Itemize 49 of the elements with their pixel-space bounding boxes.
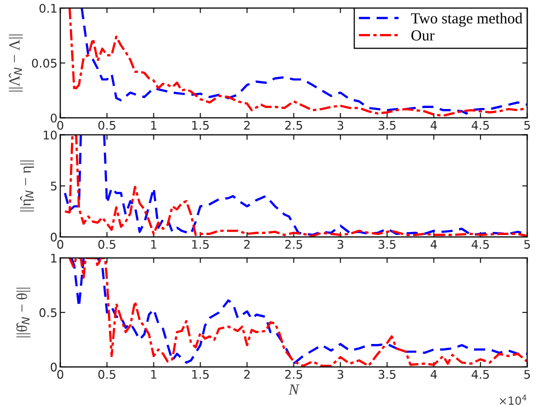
y-axis-title: ||η̂$_{N}$ − η|| [20, 160, 34, 212]
x-tick-label: 3 [338, 370, 344, 379]
x-tick-label: 0 [57, 120, 64, 130]
x-tick-label: 5 [524, 240, 530, 249]
x-tick-label: 1.5 [192, 370, 209, 379]
x-tick-label: 2 [244, 240, 250, 249]
x-tick-label: 5 [524, 120, 530, 130]
x-tick-label: 2 [244, 120, 250, 130]
text: ×10$^{4}$ [500, 394, 526, 405]
x-tick-label: 4 [430, 120, 437, 130]
y-axis-title: ||Λ̂$_{N}$ − Λ|| [8, 34, 23, 92]
x-axis-title: N [288, 384, 300, 395]
y-axis-title: ||θ̂$_{N}$ − θ|| [16, 288, 30, 338]
x-tick-label: 3.5 [378, 240, 396, 249]
x-tick-label: 1 [151, 370, 156, 379]
x-tick-label: 3.5 [378, 370, 396, 379]
x-tick-label: 1.5 [192, 120, 209, 130]
x-tick-label: 0 [57, 240, 64, 249]
y-tick-label: 0.5 [40, 308, 56, 318]
x-tick-label: 3.5 [378, 120, 396, 130]
legend-label: Our [411, 30, 434, 41]
x-tick-label: 4.5 [472, 240, 489, 249]
x-tick-label: 1 [151, 240, 156, 249]
y-tick-label: 0.05 [32, 58, 56, 68]
x-tick-label: 3 [338, 240, 344, 249]
x-tick-label: 2 [244, 370, 250, 379]
x-tick-label: 0.5 [98, 240, 116, 249]
x-tick-label: 0.5 [98, 370, 116, 379]
y-tick-label: 0 [50, 232, 57, 242]
x-tick-label: 0.5 [98, 120, 116, 130]
x-tick-label: 5 [524, 370, 530, 379]
x-tick-label: 4 [430, 240, 437, 249]
x-tick-label: 2.5 [285, 370, 302, 379]
x-tick-label: 3 [338, 120, 344, 130]
x-tick-label: 4.5 [472, 370, 489, 379]
x-tick-label: 2.5 [285, 240, 302, 249]
y-tick-label: 0.1 [40, 4, 56, 13]
y-tick-label: 0 [50, 114, 57, 123]
y-tick-label: 1 [51, 254, 56, 262]
y-tick-label: 10 [44, 130, 57, 140]
x-tick-label: 4 [430, 370, 437, 379]
x-tick-label: 0 [57, 370, 64, 379]
legend-label: Two stage method [411, 12, 522, 27]
x-tick-label: 4.5 [472, 120, 489, 130]
y-tick-label: 0 [50, 362, 57, 372]
x-tick-label: 2.5 [285, 120, 302, 130]
x-tick-label: 1.5 [192, 240, 209, 249]
x-tick-label: 1 [151, 120, 156, 130]
y-tick-label: 5 [50, 182, 56, 191]
